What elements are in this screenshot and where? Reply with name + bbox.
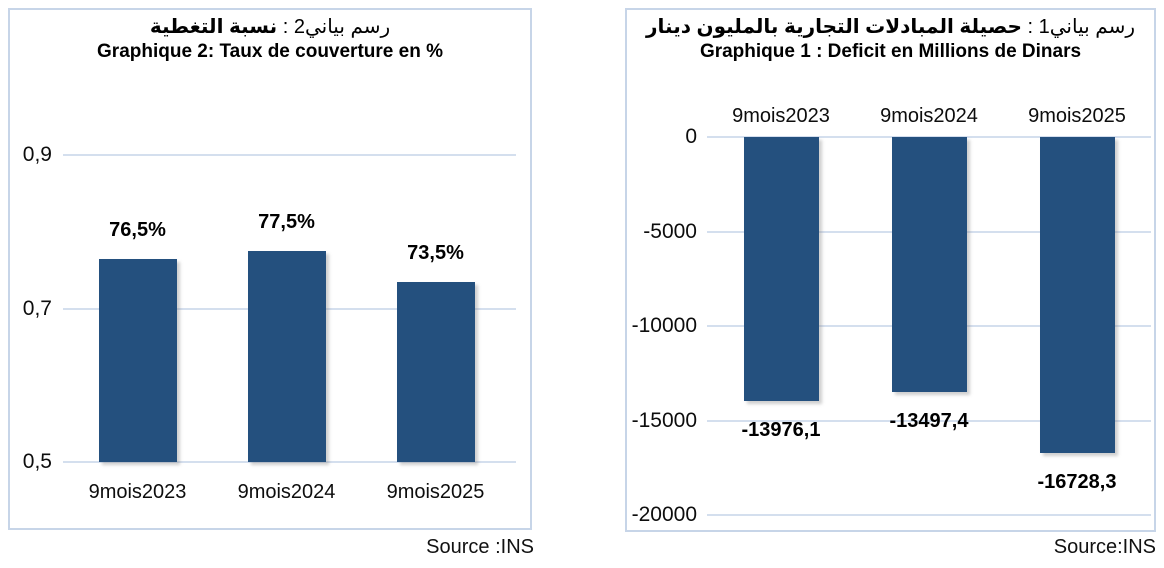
category-label-9mois2023: 9mois2023 bbox=[732, 105, 830, 127]
chart2-title-arabic-main: نسبة التغطية bbox=[149, 16, 278, 38]
coverage-rate-chart-panel: رسم بياني2 : نسبة التغطية Graphique 2: T… bbox=[8, 8, 532, 530]
category-label-9mois2025: 9mois2025 bbox=[386, 481, 485, 503]
bar-9mois2023 bbox=[98, 258, 177, 462]
gridline-0,9 bbox=[63, 154, 516, 156]
value-label-9mois2025: -16728,3 bbox=[1037, 471, 1117, 494]
bar-9mois2024 bbox=[247, 250, 326, 462]
chart1-title-arabic-main: حصيلة المبادلات التجارية بالمليون دينار bbox=[646, 16, 1022, 38]
chart2-title-french: Graphique 2: Taux de couverture en % bbox=[97, 41, 443, 62]
value-label-9mois2025: 73,5% bbox=[407, 241, 464, 264]
category-label-9mois2023: 9mois2023 bbox=[88, 481, 187, 503]
category-label-9mois2024: 9mois2024 bbox=[237, 481, 336, 503]
deficit-chart-panel: رسم بياني1 : حصيلة المبادلات التجارية با… bbox=[625, 8, 1156, 532]
gridline-0,5 bbox=[63, 461, 516, 463]
chart1-title-arabic: رسم بياني1 : حصيلة المبادلات التجارية با… bbox=[627, 14, 1154, 40]
y-axis-tick-label: -15000 bbox=[631, 408, 697, 432]
chart1-title-arabic-prefix: رسم بياني1 : bbox=[1027, 16, 1135, 38]
gridline--15000 bbox=[707, 419, 1151, 422]
y-axis-tick-label: 0,5 bbox=[22, 450, 52, 473]
value-label-9mois2023: -13976,1 bbox=[741, 419, 821, 442]
chart1-title-block: رسم بياني1 : حصيلة المبادلات التجارية با… bbox=[627, 14, 1154, 64]
y-axis-tick-label: 0,7 bbox=[22, 296, 52, 320]
chart2-title-block: رسم بياني2 : نسبة التغطية Graphique 2: T… bbox=[10, 14, 530, 64]
chart2-title-arabic: رسم بياني2 : نسبة التغطية bbox=[10, 14, 530, 40]
chart1-source-label: Source:INS bbox=[1053, 536, 1156, 558]
y-axis-tick-label: -10000 bbox=[631, 314, 697, 337]
value-label-9mois2024: 77,5% bbox=[258, 210, 315, 233]
bar-9mois2023 bbox=[743, 137, 819, 402]
value-label-9mois2023: 76,5% bbox=[109, 218, 166, 241]
y-axis-tick-label: -20000 bbox=[631, 503, 697, 526]
value-label-9mois2024: -13497,4 bbox=[889, 410, 969, 433]
y-axis-tick-label: 0,9 bbox=[22, 143, 52, 166]
chart2-title-arabic-prefix: رسم بياني2 : bbox=[282, 16, 391, 38]
bar-9mois2024 bbox=[891, 137, 967, 393]
bar-9mois2025 bbox=[1039, 137, 1115, 454]
bar-9mois2025 bbox=[396, 281, 475, 462]
chart1-title-french: Graphique 1 : Deficit en Millions de Din… bbox=[699, 41, 1082, 62]
y-axis-tick-label: -5000 bbox=[643, 219, 697, 243]
gridline--20000 bbox=[707, 514, 1151, 516]
category-label-9mois2024: 9mois2024 bbox=[880, 105, 978, 127]
y-axis-tick-label: 0 bbox=[685, 125, 697, 148]
chart2-source-label: Source :INS bbox=[426, 536, 534, 558]
category-label-9mois2025: 9mois2025 bbox=[1028, 105, 1126, 127]
